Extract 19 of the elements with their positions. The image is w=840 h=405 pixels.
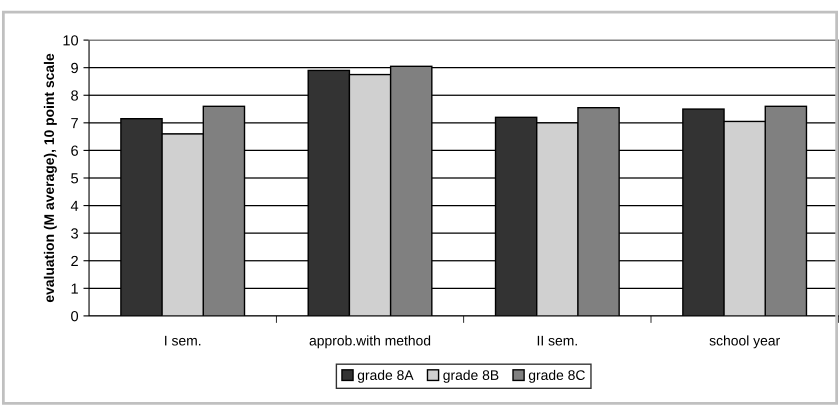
y-tick-label: 0: [71, 311, 78, 322]
x-tick-label: school year: [710, 335, 780, 348]
y-tick-label: 3: [71, 228, 78, 239]
y-tick-label: 2: [71, 256, 78, 266]
legend-label: grade 8C: [528, 370, 585, 383]
legend-label: grade 8B: [443, 370, 498, 383]
x-tick-label: approb.with method: [310, 335, 430, 348]
x-tick-label: II sem.: [538, 336, 577, 346]
y-tick-label: 5: [71, 173, 78, 184]
y-tick-label: 8: [71, 90, 78, 101]
y-tick-label: 10: [64, 35, 78, 46]
y-tick-label: 6: [71, 146, 78, 156]
y-tick-label: 4: [70, 200, 78, 211]
y-tick-label: 1: [72, 284, 78, 294]
y-tick-label: 9: [71, 62, 78, 74]
legend-label: grade 8A: [358, 370, 414, 383]
x-tick-label: I sem.: [165, 336, 200, 346]
y-tick-label: 7: [71, 118, 78, 128]
y-axis-title: evaluation (M average), 10 point scale: [44, 54, 57, 302]
